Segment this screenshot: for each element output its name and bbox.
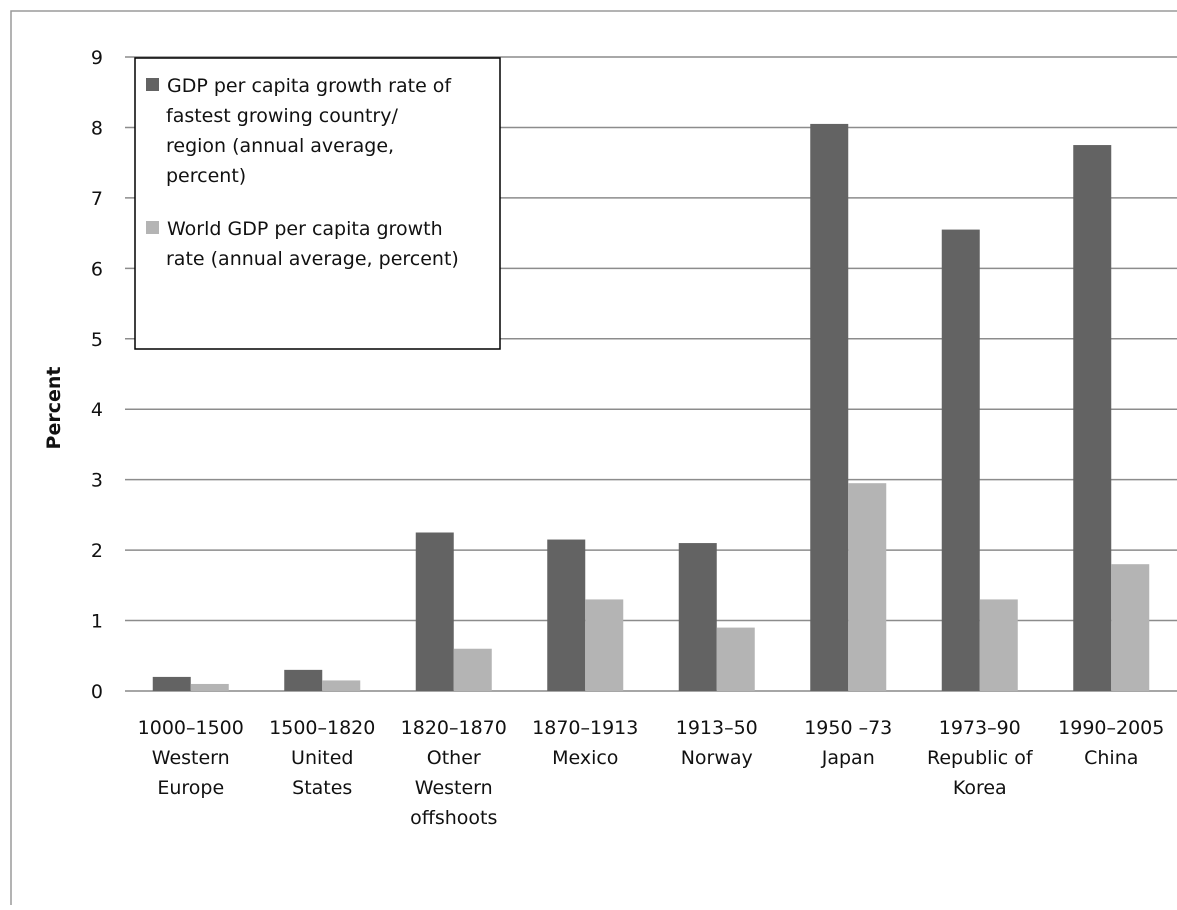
- legend-swatch-2: [146, 221, 159, 234]
- y-tick-label: 4: [91, 399, 103, 421]
- y-tick-label: 6: [91, 258, 103, 280]
- x-tick-label-line: 1500–1820: [269, 717, 375, 739]
- bar-series-1-6: [810, 123, 849, 691]
- bar-series-1-3: [415, 532, 454, 691]
- x-tick-label-line: China: [1084, 747, 1138, 769]
- legend-swatch-1: [146, 78, 159, 91]
- bar-series-2-3: [453, 648, 492, 691]
- x-tick-label-line: 1000–1500: [138, 717, 244, 739]
- bar-series-2-4: [585, 599, 624, 691]
- legend-entry-line: GDP per capita growth rate of: [167, 75, 452, 97]
- x-tick-label-line: United: [291, 747, 353, 769]
- x-tick-label-line: Norway: [681, 747, 753, 769]
- x-tick-label-line: 1950 –73: [804, 717, 892, 739]
- outer-border: [10, 10, 1177, 910]
- x-tick-label-line: Japan: [821, 747, 875, 769]
- x-tick-label-line: Western: [152, 747, 230, 769]
- x-tick-label-line: offshoots: [410, 807, 497, 829]
- bar-series-1-8: [1073, 145, 1112, 692]
- y-tick-label: 2: [91, 540, 103, 562]
- x-tick-label-line: Europe: [157, 777, 224, 799]
- bar-series-2-6: [848, 483, 887, 691]
- x-tick-label: 1973–90 Republic of Korea: [927, 717, 1034, 799]
- bar-series-2-5: [716, 627, 755, 691]
- y-tick-label: 0: [91, 681, 103, 703]
- legend-entry-line: World GDP per capita growth: [167, 218, 443, 240]
- bar-series-2-7: [979, 599, 1018, 691]
- y-axis-label: Percent: [43, 367, 65, 450]
- legend-entry-line: rate (annual average, percent): [166, 248, 459, 270]
- x-tick-label: 1870–1913 Mexico: [532, 717, 638, 769]
- x-tick-label: 1913–50 Norway: [676, 717, 758, 769]
- x-tick-label: 1500–1820 United States: [269, 717, 375, 799]
- x-tick-label-line: States: [292, 777, 352, 799]
- bar-series-1-4: [547, 539, 586, 691]
- legend-entry-1: GDP per capita growth rate of fastest gro…: [166, 75, 452, 187]
- bar-series-1-1: [152, 676, 191, 691]
- y-tick-label: 8: [91, 117, 103, 139]
- x-tick-label-line: 1870–1913: [532, 717, 638, 739]
- y-tick-label: 5: [91, 329, 103, 351]
- bar-series-2-1: [190, 683, 229, 691]
- y-tick-label: 9: [91, 47, 103, 69]
- legend-box: [134, 57, 501, 350]
- x-tick-label-line: 1990–2005: [1058, 717, 1164, 739]
- x-tick-label-line: Korea: [953, 777, 1007, 799]
- x-tick-label: 1950 –73 Japan: [804, 717, 892, 769]
- legend-entry-2: World GDP per capita growth rate (annual …: [166, 218, 459, 270]
- bar-series-1-7: [941, 229, 980, 692]
- x-tick-label-line: 1820–1870: [401, 717, 507, 739]
- x-tick-label-line: 1973–90: [939, 717, 1021, 739]
- legend: GDP per capita growth rate of fastest gro…: [134, 57, 501, 350]
- x-tick-label: 1000–1500 Western Europe: [138, 717, 244, 799]
- y-tick-label: 7: [91, 188, 103, 210]
- y-tick-label: 1: [91, 611, 103, 633]
- y-tick-label: 3: [91, 470, 103, 492]
- bar-series-2-2: [322, 680, 361, 691]
- bar-series-1-5: [678, 543, 717, 691]
- x-tick-label: 1990–2005 China: [1058, 717, 1164, 769]
- x-tick-label-line: Mexico: [552, 747, 618, 769]
- bar-series-2-8: [1111, 564, 1150, 691]
- bar-series-1-2: [284, 669, 323, 691]
- legend-entry-line: percent): [166, 165, 246, 187]
- x-tick-label-line: Western: [415, 777, 493, 799]
- x-tick-label-line: Republic of: [927, 747, 1034, 769]
- x-tick-label-line: Other: [427, 747, 481, 769]
- x-tick-label: 1820–1870 Other Western offshoots: [401, 717, 507, 829]
- x-tick-label-line: 1913–50: [676, 717, 758, 739]
- legend-entry-line: fastest growing country/: [166, 105, 398, 127]
- legend-entry-line: region (annual average,: [166, 135, 394, 157]
